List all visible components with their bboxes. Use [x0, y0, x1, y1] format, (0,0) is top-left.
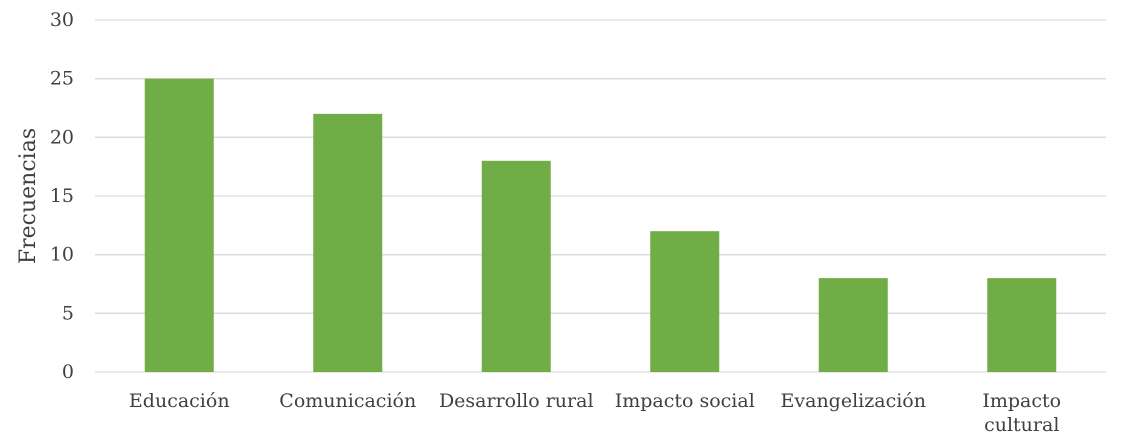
bar — [987, 278, 1057, 372]
y-tick-label: 10 — [50, 244, 74, 266]
bar — [481, 160, 551, 372]
x-category-label: Educación — [129, 390, 230, 412]
bar — [650, 231, 720, 372]
x-category-label: Evangelización — [781, 390, 926, 412]
y-tick-label: 5 — [62, 302, 74, 324]
y-axis-ticks: 0 5 10 15 20 25 30 — [50, 9, 74, 383]
bar — [313, 113, 383, 372]
x-category-label: Impacto social — [615, 390, 755, 412]
x-category-label: Impacto — [982, 390, 1061, 412]
bar — [818, 278, 888, 372]
x-category-label: Comunicación — [279, 390, 416, 412]
y-tick-label: 25 — [50, 68, 74, 90]
x-category-label: Desarrollo rural — [439, 390, 594, 412]
x-category-label: cultural — [984, 414, 1059, 436]
y-tick-label: 15 — [50, 185, 74, 207]
y-axis-title: Frecuencias — [16, 128, 41, 264]
y-tick-label: 20 — [50, 126, 74, 148]
y-tick-label: 30 — [50, 9, 74, 31]
gridlines — [95, 19, 1106, 373]
y-tick-label: 0 — [62, 361, 74, 383]
bars — [144, 78, 1057, 373]
bar — [144, 78, 214, 373]
x-axis-categories: Educación Comunicación Desarrollo rural Imp… — [129, 390, 1061, 436]
